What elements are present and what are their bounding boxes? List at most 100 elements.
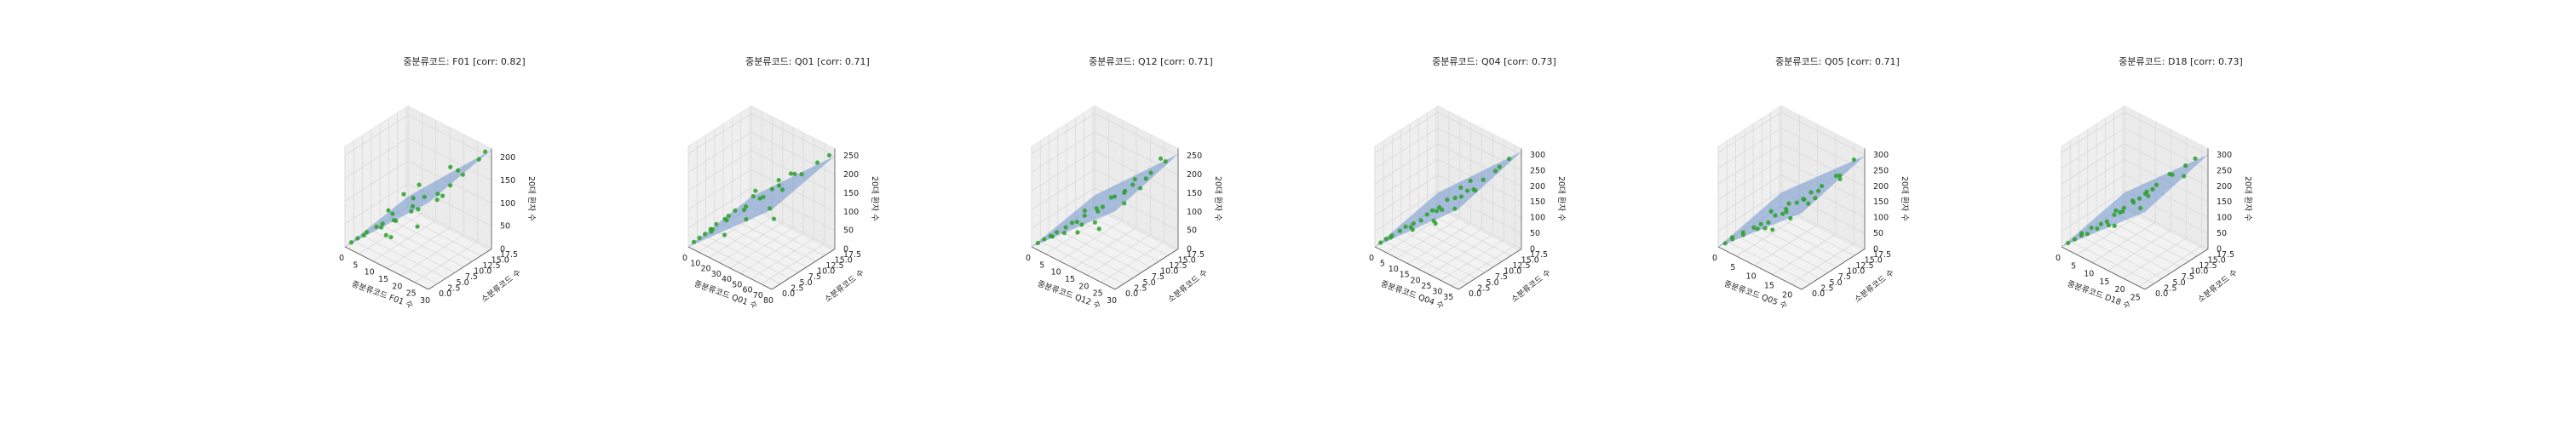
gridline-y [1752,224,1837,267]
gridline-z [344,137,409,179]
data-point [1435,209,1440,214]
gridline-z [2061,143,2125,185]
data-point [1100,204,1106,209]
data-point [1740,232,1745,237]
data-point [2112,212,2117,217]
data-point [422,194,427,199]
x-tick-label: 0 [339,254,344,263]
data-point [768,206,773,211]
chart-title: 중분류코드: F01 [corr: 0.82] [403,56,525,67]
gridline-y [1040,241,1124,284]
gridline-y [705,235,790,279]
y-tick-label: 5.0 [1830,278,1843,288]
z-tick-label: 0 [500,245,505,255]
x-tick-label: 0 [1369,254,1374,263]
data-point [724,218,729,223]
data-point [1473,188,1478,193]
gridline-z [1717,174,1782,216]
data-point [722,232,727,237]
data-point [1758,221,1763,226]
y-tick-label: 15.0 [492,255,509,265]
y-tick-label: 5.0 [1143,278,1156,288]
data-point [410,203,416,209]
data-point [1768,209,1774,214]
gridline-z [1094,112,1179,157]
y-tick-label: 12.5 [1169,261,1187,271]
z-tick-label: 200 [843,170,859,180]
z-tick-label: 150 [1873,197,1889,207]
z-tick-label: 0 [2217,245,2222,255]
y-tick-label: 2.5 [1134,283,1147,293]
data-point [2113,208,2119,213]
z-tick-label: 50 [2217,229,2227,238]
data-point [1808,190,1814,195]
y-tick-label: 17.5 [1530,250,1548,260]
data-point [394,218,399,223]
y-axis-line [428,249,492,290]
chart-title: 중분류코드: Q05 [corr: 0.71] [1775,56,1900,67]
z-tick-label: 100 [2217,214,2232,223]
z-tick-label: 150 [1530,197,1545,207]
data-point [1411,220,1416,226]
data-point [2120,209,2125,214]
data-point [1766,220,1771,225]
data-point [714,221,719,226]
y-tick-label: 10.0 [1847,267,1865,277]
y-tick-label: 17.5 [1873,250,1891,260]
gridline-z [1437,112,1522,156]
data-point [776,183,782,188]
x-tick-label: 20 [1411,276,1421,285]
y-tick-label: 7.5 [1838,272,1851,282]
data-point [1397,228,1402,233]
data-point [750,193,756,199]
z-axis-label: 20대 환자 수 [870,176,880,221]
data-point [388,234,394,240]
gridline-y [1066,224,1151,267]
data-point [1493,169,1498,174]
data-point [1820,183,1825,189]
z-tick-label: 250 [1873,166,1889,175]
gridline-z [1437,174,1522,218]
x-tick-label: 70 [753,291,763,300]
gridline-z [687,169,752,210]
data-point [703,232,708,237]
data-point [1452,206,1458,211]
data-point [753,188,758,193]
data-point [409,209,414,214]
data-point [1403,224,1408,229]
z-tick-label: 100 [843,208,859,217]
chart-title: 중분류코드: Q12 [corr: 0.71] [1089,56,1213,67]
x-tick-label: 15 [1400,271,1410,280]
x-tick-label: 0 [1712,254,1717,263]
z-tick-label: 50 [500,222,510,232]
x-tick-label: 10 [1051,268,1061,277]
y-tick-label: 0.0 [782,289,795,299]
data-point [1049,234,1055,239]
gridline-y [2070,241,2154,284]
gridline-y [1049,235,1133,279]
data-point [1784,209,1789,214]
data-point [1440,207,1445,213]
data-point [2104,219,2109,224]
x-tick-label: 30 [1432,287,1442,296]
data-point [1506,157,1512,162]
x-tick-label: 10 [1389,265,1399,274]
data-point [769,186,774,192]
gridline-z [1031,150,1095,192]
y-tick-label: 0.0 [2155,289,2168,299]
data-point [1061,230,1067,236]
gridline-y [397,213,481,256]
data-point [1851,157,1856,163]
data-point [411,196,416,201]
data-point [1806,201,1811,206]
data-point [2098,221,2104,226]
data-point [761,194,766,200]
gridline-z [1717,158,1782,201]
data-point [1123,188,1128,193]
gridline-y [2087,229,2172,273]
gridline-y [2105,218,2189,262]
data-point [1075,230,1080,235]
z-tick-label: 0 [843,245,848,255]
data-point [2183,163,2188,169]
